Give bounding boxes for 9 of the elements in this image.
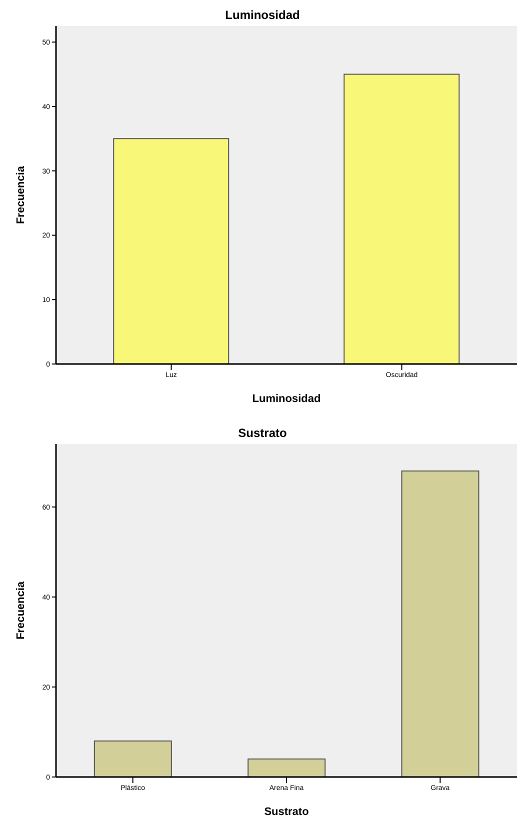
chart-title: Luminosidad xyxy=(224,8,301,24)
bar xyxy=(94,740,172,777)
bar xyxy=(248,758,326,777)
y-axis-title: Frecuencia xyxy=(14,580,27,640)
y-axis-title: Frecuencia xyxy=(14,165,27,224)
x-axis-title: Luminosidad xyxy=(252,393,321,405)
chart-title: Sustrato xyxy=(237,426,288,442)
bar xyxy=(401,470,480,777)
x-axis-title: Sustrato xyxy=(264,806,310,818)
